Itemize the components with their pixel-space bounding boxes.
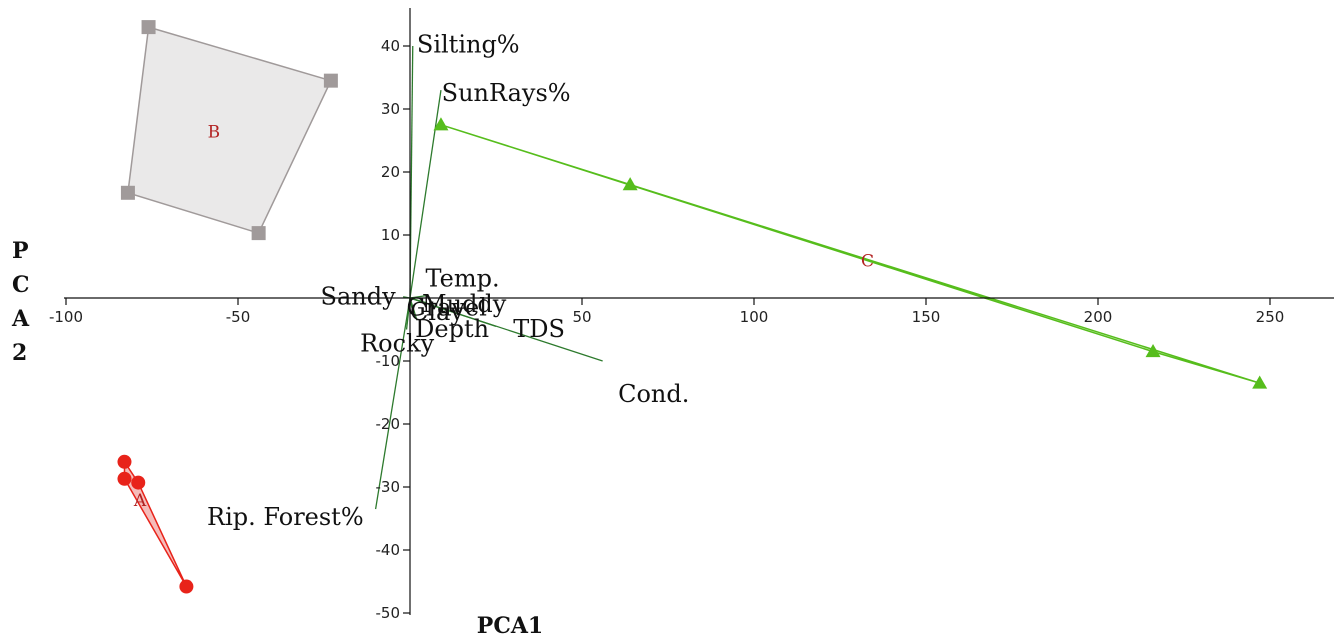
y-axis-title-letter: A	[11, 306, 30, 332]
vector-label: Rip. Forest%	[207, 503, 364, 531]
y-tick-label: -10	[376, 352, 401, 370]
x-tick-label: 250	[1256, 308, 1285, 326]
x-tick-label: 50	[572, 308, 591, 326]
vector-label: Clay	[410, 298, 464, 326]
vector-label: Silting%	[417, 30, 520, 58]
y-axis-title-letter: 2	[12, 340, 27, 366]
vector-label: Rocky	[360, 330, 435, 358]
group-hull-B	[127, 26, 332, 235]
data-point	[622, 177, 638, 191]
data-point	[179, 579, 194, 594]
group-hull-C	[440, 124, 1260, 384]
y-tick-label: 30	[381, 100, 400, 118]
group-labels: A B C	[133, 122, 874, 511]
y-tick-label: -40	[376, 541, 401, 559]
vector-label: Cond.	[618, 380, 689, 408]
group-label-B: B	[208, 122, 221, 142]
y-axis-title: P C A 2	[11, 238, 30, 366]
vector-labels: Silting% SunRays% Rip. Forest% Cond. Temp. Sa…	[207, 30, 689, 531]
group-label-A: A	[133, 491, 147, 511]
x-tick-label: -100	[49, 308, 83, 326]
data-point	[1145, 344, 1161, 358]
data-point	[131, 475, 146, 490]
y-tick-label: -30	[376, 478, 401, 496]
y-axis-title-letter: C	[12, 272, 30, 298]
vector-label: Sandy	[321, 282, 397, 310]
data-points	[117, 20, 1268, 594]
x-tick-label: -50	[226, 308, 251, 326]
vector-line	[374, 297, 411, 510]
data-point	[117, 454, 132, 469]
x-tick-label: 200	[1084, 308, 1113, 326]
vector-line	[409, 90, 442, 299]
axes: -100 -50 50 100 150 200 250 -50 -40 -30 -20 -10 10 2…	[49, 8, 1334, 622]
y-tick-label: 10	[381, 226, 400, 244]
x-axis-ticks: -100 -50 50 100 150 200 250	[49, 298, 1284, 326]
data-point	[141, 20, 156, 35]
group-label-C: C	[861, 252, 874, 272]
data-point	[1252, 375, 1268, 389]
data-point	[117, 471, 132, 486]
x-tick-label: 150	[912, 308, 941, 326]
x-axis-title: PCA1	[477, 613, 543, 639]
data-point	[433, 117, 449, 131]
vector-label: TDS	[513, 315, 565, 343]
y-tick-label: 20	[381, 163, 400, 181]
y-axis-ticks: -50 -40 -30 -20 -10 10 20 30 40	[376, 37, 410, 622]
y-tick-label: 40	[381, 37, 400, 55]
vector-label: Temp.	[425, 265, 499, 293]
data-point	[323, 73, 338, 88]
y-tick-label: -50	[376, 604, 401, 622]
vector-label: Gravel	[407, 294, 487, 322]
y-tick-label: -20	[376, 415, 401, 433]
vector-label: Muddy	[422, 290, 507, 318]
x-tick-label: 100	[740, 308, 769, 326]
vector-label: Depth	[415, 315, 489, 343]
data-point	[120, 185, 135, 200]
data-point	[251, 226, 266, 241]
vector-label: SunRays%	[442, 79, 571, 107]
y-axis-title-letter: P	[12, 238, 29, 264]
vector-line	[409, 297, 418, 321]
vector-line	[409, 297, 497, 327]
